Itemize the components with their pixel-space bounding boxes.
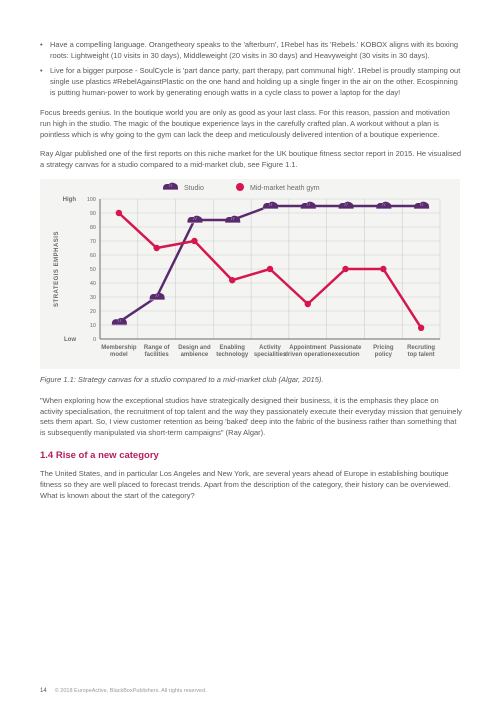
chart-svg: 0 10 20 30 40 50 60 70 80 90 100 High Low STRATEGIS E… bbox=[40, 179, 460, 369]
svg-text:40: 40 bbox=[90, 281, 96, 287]
svg-text:10: 10 bbox=[90, 323, 96, 329]
svg-text:execution: execution bbox=[332, 352, 360, 358]
svg-text:model: model bbox=[110, 352, 128, 358]
paragraph: Ray Algar published one of the first rep… bbox=[40, 149, 462, 171]
svg-text:Appointment: Appointment bbox=[289, 345, 326, 351]
svg-text:20: 20 bbox=[90, 309, 96, 315]
svg-text:Pricing: Pricing bbox=[373, 345, 394, 351]
bullet-list: Have a compelling language. Orangetheory… bbox=[40, 40, 462, 98]
svg-text:driven operation: driven operation bbox=[284, 352, 331, 358]
svg-text:Range of: Range of bbox=[144, 345, 171, 351]
section-heading: 1.4 Rise of a new category bbox=[40, 449, 462, 463]
svg-text:technology: technology bbox=[216, 352, 249, 358]
svg-text:Mid-market heath gym: Mid-market heath gym bbox=[250, 185, 320, 192]
svg-text:Passionate: Passionate bbox=[330, 345, 362, 351]
svg-text:Activity: Activity bbox=[259, 345, 281, 351]
svg-text:50: 50 bbox=[90, 267, 96, 273]
paragraph: Focus breeds genius. In the boutique wor… bbox=[40, 108, 462, 141]
svg-text:STRATEGIS EMPHASIS: STRATEGIS EMPHASIS bbox=[54, 231, 60, 307]
copyright: © 2018 EuropeActive, BlackBoxPublishers.… bbox=[55, 688, 207, 696]
quote-paragraph: "When exploring how the exceptional stud… bbox=[40, 396, 462, 440]
svg-text:top talent: top talent bbox=[408, 352, 435, 358]
svg-text:Studio: Studio bbox=[184, 185, 204, 192]
svg-text:100: 100 bbox=[87, 197, 96, 203]
strategy-canvas-chart: 0 10 20 30 40 50 60 70 80 90 100 High Low STRATEGIS E… bbox=[40, 179, 462, 369]
svg-text:facilities: facilities bbox=[145, 352, 170, 358]
bullet-item: Have a compelling language. Orangetheory… bbox=[40, 40, 462, 62]
svg-text:60: 60 bbox=[90, 253, 96, 259]
svg-text:90: 90 bbox=[90, 211, 96, 217]
bullet-item: Live for a bigger purpose - SoulCycle is… bbox=[40, 66, 462, 99]
svg-text:30: 30 bbox=[90, 295, 96, 301]
svg-text:Enabling: Enabling bbox=[220, 345, 246, 351]
svg-text:Low: Low bbox=[64, 337, 76, 343]
svg-text:specialities: specialities bbox=[254, 352, 287, 358]
svg-text:High: High bbox=[63, 197, 77, 203]
page-footer: 14 © 2018 EuropeActive, BlackBoxPublishe… bbox=[40, 687, 207, 696]
svg-text:0: 0 bbox=[93, 337, 96, 343]
svg-text:Membership: Membership bbox=[101, 345, 137, 351]
figure-caption: Figure 1.1: Strategy canvas for a studio… bbox=[40, 375, 462, 386]
svg-text:Recruting: Recruting bbox=[407, 345, 435, 351]
svg-text:70: 70 bbox=[90, 239, 96, 245]
paragraph: The United States, and in particular Los… bbox=[40, 469, 462, 502]
svg-text:80: 80 bbox=[90, 225, 96, 231]
svg-text:policy: policy bbox=[375, 352, 393, 358]
svg-text:Design and: Design and bbox=[178, 345, 211, 351]
svg-text:ambience: ambience bbox=[181, 352, 209, 358]
page-number: 14 bbox=[40, 687, 47, 696]
